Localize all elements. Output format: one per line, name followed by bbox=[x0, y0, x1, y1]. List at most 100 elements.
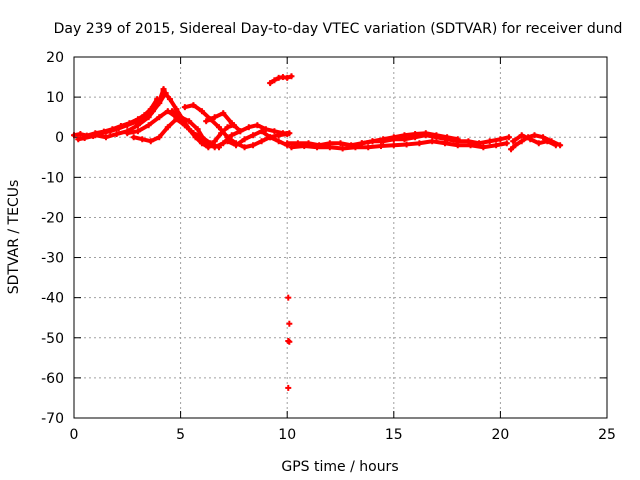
data-point bbox=[198, 108, 205, 115]
data-point bbox=[390, 142, 397, 149]
data-point bbox=[132, 118, 139, 125]
data-point bbox=[390, 134, 397, 141]
data-point bbox=[156, 114, 163, 121]
data-point bbox=[102, 134, 109, 141]
series-band bbox=[285, 133, 511, 148]
data-point bbox=[286, 320, 293, 327]
data-point bbox=[518, 132, 525, 139]
data-point bbox=[92, 132, 99, 139]
data-point bbox=[369, 138, 376, 145]
data-point bbox=[339, 145, 346, 152]
series-flat3 bbox=[358, 130, 461, 147]
data-point bbox=[145, 114, 152, 121]
y-tick-label: -20 bbox=[41, 210, 64, 226]
data-point bbox=[508, 146, 515, 153]
y-tick-label: -10 bbox=[41, 170, 64, 186]
data-points bbox=[71, 73, 564, 391]
data-point bbox=[544, 138, 551, 145]
data-point bbox=[267, 80, 274, 87]
data-point bbox=[203, 140, 210, 147]
data-point bbox=[233, 142, 240, 149]
data-point bbox=[326, 144, 333, 151]
x-tick-label: 15 bbox=[385, 427, 403, 443]
data-point bbox=[285, 384, 292, 391]
data-point bbox=[181, 104, 188, 111]
y-tick-label: -70 bbox=[41, 411, 64, 427]
data-point bbox=[181, 122, 188, 129]
data-point bbox=[215, 124, 222, 131]
data-point bbox=[301, 143, 308, 150]
data-point bbox=[284, 140, 291, 147]
data-point bbox=[258, 128, 265, 135]
data-point bbox=[288, 144, 295, 151]
y-tick-label: -50 bbox=[41, 331, 64, 347]
data-point bbox=[401, 132, 408, 139]
data-point bbox=[267, 134, 274, 141]
data-point bbox=[190, 130, 197, 137]
data-point bbox=[194, 126, 201, 133]
data-point bbox=[552, 142, 559, 149]
data-point bbox=[378, 143, 385, 150]
y-tick-label: -40 bbox=[41, 291, 64, 307]
data-point bbox=[275, 138, 282, 145]
data-point bbox=[429, 138, 436, 145]
data-point bbox=[77, 131, 84, 138]
x-tick-label: 20 bbox=[491, 427, 509, 443]
data-point bbox=[480, 144, 487, 151]
data-point bbox=[203, 118, 210, 125]
data-point bbox=[113, 131, 120, 138]
x-tick-label: 25 bbox=[598, 427, 616, 443]
data-point bbox=[220, 140, 227, 147]
series-band bbox=[204, 111, 292, 136]
data-point bbox=[241, 144, 248, 151]
data-point bbox=[169, 108, 176, 115]
data-point bbox=[254, 122, 261, 129]
data-point bbox=[124, 130, 131, 137]
data-point bbox=[241, 136, 248, 143]
series-flat2 bbox=[288, 138, 510, 152]
axis-ticks: 0 5 10 15 20 25 20 10 0 -10 -20 -30 -40 -50 -60 -70 bbox=[41, 50, 616, 443]
data-point bbox=[237, 128, 244, 135]
data-point bbox=[224, 124, 231, 131]
data-point bbox=[358, 140, 365, 147]
data-point bbox=[441, 140, 448, 147]
data-point bbox=[380, 136, 387, 143]
data-point bbox=[156, 134, 163, 141]
data-point bbox=[130, 134, 137, 141]
data-point bbox=[258, 138, 265, 145]
data-point bbox=[512, 142, 519, 149]
data-point bbox=[164, 124, 171, 131]
data-point bbox=[220, 110, 227, 117]
data-point bbox=[134, 122, 141, 129]
data-point bbox=[250, 142, 257, 149]
x-axis-label: GPS time / hours bbox=[281, 459, 398, 475]
data-point bbox=[115, 125, 122, 132]
data-point bbox=[190, 102, 197, 109]
data-point bbox=[134, 128, 141, 135]
data-point bbox=[412, 131, 419, 138]
data-point bbox=[416, 140, 423, 147]
data-point bbox=[433, 132, 440, 139]
x-tick-label: 10 bbox=[278, 427, 296, 443]
data-point bbox=[262, 126, 269, 133]
x-tick-label: 0 bbox=[70, 427, 79, 443]
data-point bbox=[81, 135, 88, 142]
data-point bbox=[465, 138, 472, 145]
data-point bbox=[211, 144, 218, 151]
data-point bbox=[75, 136, 82, 143]
data-point bbox=[156, 100, 163, 107]
data-point bbox=[454, 136, 461, 143]
data-point bbox=[444, 134, 451, 141]
chart-title: Day 239 of 2015, Sidereal Day-to-day VTE… bbox=[54, 21, 623, 37]
data-point bbox=[454, 142, 461, 149]
data-point bbox=[337, 140, 344, 147]
data-point bbox=[250, 132, 257, 139]
y-axis-label: SDTVAR / TECUs bbox=[6, 180, 22, 295]
data-point bbox=[271, 77, 278, 84]
data-point bbox=[124, 122, 131, 129]
data-point bbox=[493, 142, 500, 149]
series-band bbox=[359, 131, 460, 146]
data-point bbox=[286, 338, 293, 345]
data-point bbox=[497, 136, 504, 143]
